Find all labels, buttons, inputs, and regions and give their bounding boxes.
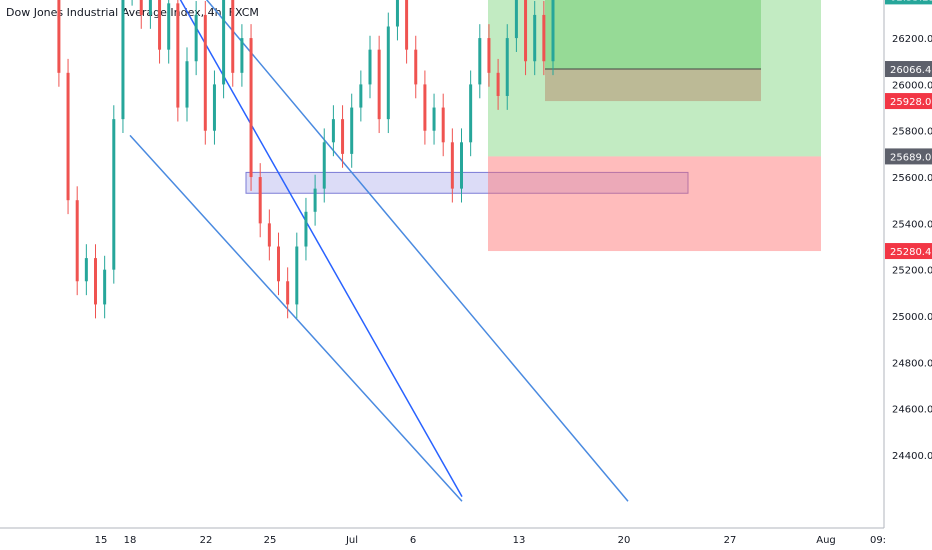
candle-body (176, 3, 180, 108)
price-label-box (885, 243, 932, 260)
candle-body (487, 38, 491, 73)
candle-body (386, 26, 390, 120)
candle-body (405, 0, 409, 50)
candle-body (277, 246, 280, 282)
channel-line-upper-b (205, 0, 629, 502)
channel-line-lower (129, 134, 463, 502)
candle-body (57, 0, 61, 73)
long-position-loss (488, 156, 821, 252)
candle-body (203, 14, 207, 131)
candle-body (75, 200, 79, 282)
price-tick-label: 24600.00 (892, 405, 932, 416)
price-tick-label: 25200.00 (892, 266, 932, 277)
candle-body (139, 0, 143, 15)
time-tick-label: 15 (95, 535, 108, 546)
price-tick-label: 24800.00 (892, 358, 932, 369)
candle-body (112, 119, 116, 270)
candle-body (249, 38, 253, 178)
candle-body (377, 49, 381, 120)
price-label: 25928.08 (890, 97, 932, 108)
time-tick-label: Aug (816, 535, 836, 546)
candle-body (432, 107, 436, 131)
price-tick-label: 25800.00 (892, 127, 932, 138)
candle-body (441, 107, 445, 143)
candle-body (148, 0, 152, 15)
price-label: 02:55:21 (890, 0, 932, 3)
candle-body (496, 72, 500, 96)
price-tick-label: 26000.00 (892, 80, 932, 91)
candle-body (460, 142, 463, 189)
candle-body (167, 3, 171, 50)
candle-body (469, 84, 473, 143)
candle-body (185, 61, 189, 108)
candle-body (450, 142, 454, 189)
price-label-box (885, 61, 932, 78)
candle-body (524, 0, 528, 62)
price-label: 25689.05 (890, 152, 932, 163)
price-label-box (885, 93, 932, 110)
candle-body (84, 258, 88, 282)
candle-body (423, 84, 427, 131)
candle-body (313, 188, 317, 212)
candle-body (350, 107, 354, 154)
candle-body (66, 72, 70, 201)
time-tick-label: 20 (618, 535, 631, 546)
candle-body (514, 0, 518, 39)
candle-body (478, 38, 482, 85)
candle-body (267, 223, 271, 247)
time-tick-label: 13 (513, 535, 526, 546)
candle-body (103, 269, 107, 305)
candle-body (121, 0, 125, 120)
candle-body (341, 119, 345, 154)
long-position-2-loss (545, 69, 761, 102)
candle-body (414, 49, 418, 85)
price-tick-label: 24400.00 (892, 451, 932, 462)
candle-body (551, 0, 555, 62)
time-tick-label: 18 (124, 535, 137, 546)
candle-body (295, 246, 299, 305)
candle-body (212, 84, 216, 131)
candle-body (359, 84, 363, 108)
candle-body (222, 0, 226, 85)
candle-body (304, 211, 308, 247)
candle-body (331, 119, 335, 143)
price-label: 26066.40 (890, 65, 932, 76)
time-tick-label: 6 (410, 535, 416, 546)
price-tick-label: 25600.00 (892, 173, 932, 184)
long-position-2-profit (545, 0, 761, 70)
candle-body (533, 14, 537, 62)
candle-body (158, 0, 162, 50)
price-label-box (885, 148, 932, 165)
time-tick-label: Jul (345, 535, 358, 546)
price-tick-label: 26200.00 (892, 34, 932, 45)
candle-body (542, 14, 546, 62)
candle-body (240, 38, 244, 73)
price-label-box (885, 0, 932, 5)
candle-body (231, 0, 235, 73)
candle-body (94, 258, 97, 305)
time-tick-label: 09: (870, 535, 886, 546)
price-tick-label: 25000.00 (892, 312, 932, 323)
time-tick-label: 27 (724, 535, 737, 546)
channel-line-upper (179, 0, 463, 498)
price-tick-label: 25400.00 (892, 219, 932, 230)
candle-body (505, 38, 509, 96)
candle-body (286, 281, 290, 305)
candle-body (258, 177, 262, 224)
time-tick-label: 25 (264, 535, 277, 546)
time-tick-label: 22 (200, 535, 213, 546)
candle-body (395, 0, 399, 27)
candle-body (368, 49, 372, 85)
price-label: 25280.45 (890, 247, 932, 258)
candle-body (194, 14, 198, 62)
candle-body (322, 142, 326, 189)
